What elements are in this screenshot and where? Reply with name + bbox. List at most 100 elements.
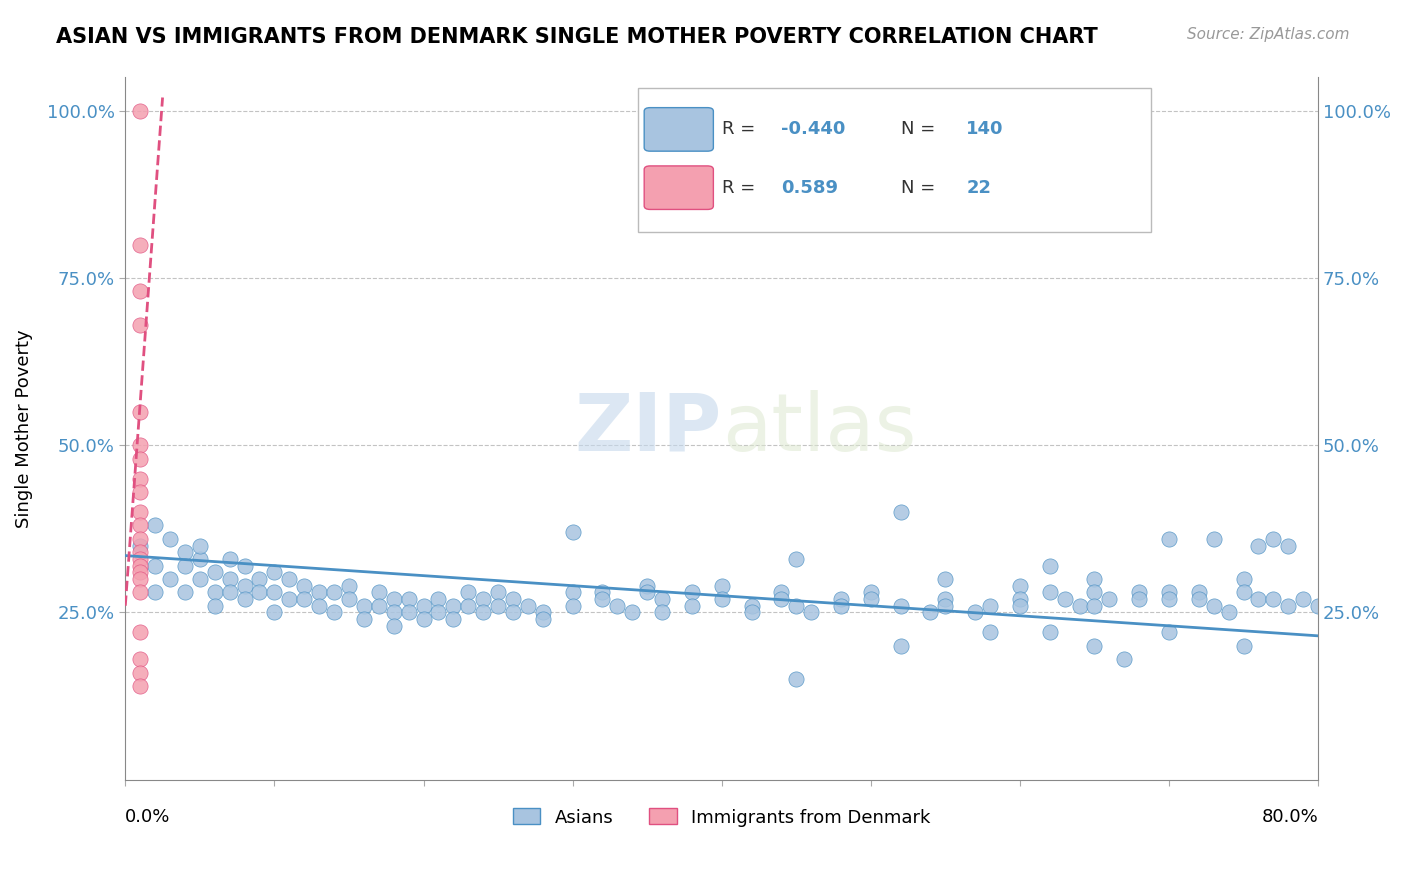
Point (174, 545, 197, 559)
Point (934, 572, 956, 586)
Text: 0.589: 0.589 (782, 178, 838, 196)
Y-axis label: Single Mother Poverty: Single Mother Poverty (15, 329, 32, 528)
Point (218, 572, 240, 586)
Point (1157, 592, 1180, 607)
Text: Source: ZipAtlas.com: Source: ZipAtlas.com (1187, 27, 1350, 42)
Point (441, 599, 464, 613)
Point (367, 585, 389, 599)
Point (934, 599, 956, 613)
Point (1098, 592, 1121, 607)
Point (1277, 539, 1299, 553)
Point (502, 592, 524, 607)
Point (1247, 592, 1270, 607)
Point (1308, 599, 1330, 613)
Point (1053, 592, 1076, 607)
Point (1188, 592, 1211, 607)
Point (1247, 539, 1270, 553)
Point (292, 592, 315, 607)
Point (1114, 652, 1136, 666)
Point (785, 599, 807, 613)
FancyBboxPatch shape (644, 166, 713, 210)
Point (412, 612, 434, 626)
Point (382, 606, 405, 620)
Text: 80.0%: 80.0% (1261, 808, 1319, 826)
Point (890, 599, 912, 613)
Point (412, 599, 434, 613)
Point (1039, 625, 1062, 640)
Text: N =: N = (901, 120, 941, 137)
Point (129, 485, 152, 500)
Point (278, 592, 301, 607)
Point (1157, 625, 1180, 640)
Point (681, 585, 703, 599)
Point (651, 606, 673, 620)
Point (249, 572, 271, 586)
Point (561, 585, 583, 599)
Point (1292, 592, 1315, 607)
Legend: Asians, Immigrants from Denmark: Asians, Immigrants from Denmark (506, 801, 938, 834)
Point (204, 566, 226, 580)
Point (472, 592, 495, 607)
Point (188, 552, 211, 566)
Point (398, 606, 420, 620)
Point (218, 552, 240, 566)
Point (710, 579, 733, 593)
Point (129, 285, 152, 299)
Point (308, 585, 330, 599)
Point (965, 606, 987, 620)
Point (129, 405, 152, 419)
Point (427, 592, 450, 607)
Point (204, 599, 226, 613)
Point (129, 532, 152, 546)
Point (353, 612, 375, 626)
Point (263, 566, 285, 580)
Point (129, 566, 152, 580)
Text: ZIP: ZIP (575, 390, 721, 467)
Point (472, 606, 495, 620)
FancyBboxPatch shape (644, 108, 713, 151)
Point (204, 585, 226, 599)
Point (143, 585, 166, 599)
Point (1202, 532, 1225, 546)
Point (129, 545, 152, 559)
Point (292, 579, 315, 593)
Point (591, 592, 613, 607)
Point (337, 579, 360, 593)
Point (129, 472, 152, 486)
Point (129, 237, 152, 252)
Point (129, 318, 152, 332)
Point (636, 585, 658, 599)
Point (1008, 579, 1031, 593)
Point (681, 599, 703, 613)
Point (129, 518, 152, 533)
Point (785, 673, 807, 687)
Point (770, 585, 793, 599)
Point (323, 585, 346, 599)
Point (830, 599, 852, 613)
Point (129, 652, 152, 666)
Point (323, 606, 346, 620)
Point (1083, 599, 1105, 613)
Text: 140: 140 (966, 120, 1004, 137)
Point (263, 585, 285, 599)
Point (143, 518, 166, 533)
Point (1232, 639, 1254, 653)
Point (129, 539, 152, 553)
Point (741, 606, 763, 620)
Point (934, 592, 956, 607)
Point (830, 592, 852, 607)
Point (502, 606, 524, 620)
Point (188, 572, 211, 586)
Point (1083, 639, 1105, 653)
Point (1188, 585, 1211, 599)
Point (129, 505, 152, 519)
Point (457, 585, 479, 599)
Point (308, 599, 330, 613)
Point (263, 606, 285, 620)
Point (337, 592, 360, 607)
Text: N =: N = (901, 178, 941, 196)
Point (859, 592, 882, 607)
Point (920, 606, 942, 620)
Point (1039, 558, 1062, 573)
Point (591, 585, 613, 599)
